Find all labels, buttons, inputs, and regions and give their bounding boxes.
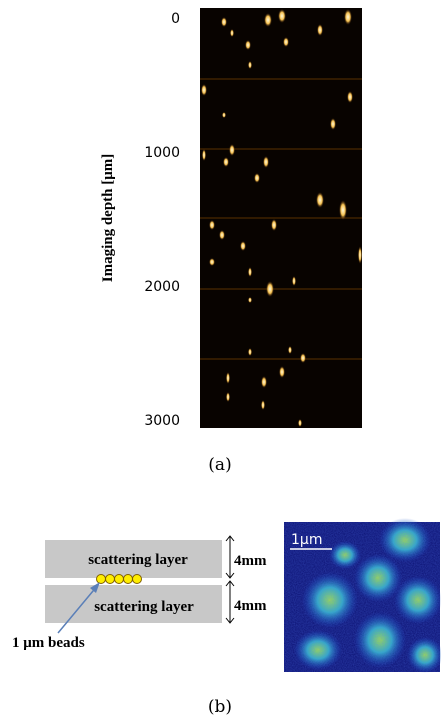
- caption: (a): [208, 455, 231, 475]
- brace: [225, 535, 235, 624]
- layer-label: scattering layer: [88, 552, 188, 568]
- arrowhead: [90, 582, 100, 593]
- depth-image: [200, 8, 362, 428]
- arrow: [57, 584, 99, 634]
- layer-box: [45, 585, 222, 623]
- axis-label: Imaging depth [μm]: [100, 154, 116, 283]
- caption: (b): [208, 697, 232, 717]
- layer-label: scattering layer: [94, 599, 194, 615]
- scale-bar-label: 1μm: [291, 532, 322, 548]
- depth-tick-label: 3000: [144, 413, 180, 429]
- depth-tick-label: 2000: [144, 279, 180, 295]
- bead-image: [284, 518, 441, 673]
- beads: [96, 574, 142, 584]
- beads-label: 1 μm beads: [12, 635, 85, 651]
- thickness-label: 4mm: [234, 553, 267, 569]
- layer-box: [45, 540, 222, 578]
- thickness-label: 4mm: [234, 598, 267, 614]
- depth-tick-label: 1000: [144, 145, 180, 161]
- depth-tick-label: 0: [171, 11, 180, 27]
